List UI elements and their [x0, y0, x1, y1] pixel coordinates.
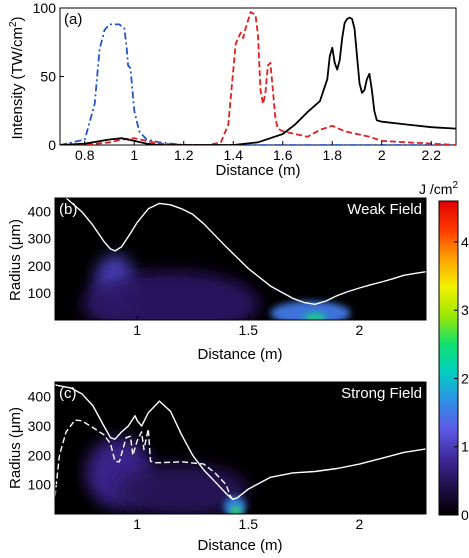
panel-c-radius-line-2: [55, 419, 236, 503]
panel-a-xlabel: Distance (m): [215, 162, 300, 179]
colorbar: 0 1 2 3 4 J /cm2: [419, 180, 469, 523]
panel-a-xtick-label: 1: [130, 147, 138, 163]
panel-b-fluence-region-2: [81, 271, 260, 320]
panel-c-annotation: Strong Field: [341, 385, 422, 402]
panel-c-strong-field-heatmap: 1 1.5 2 100 200 300 400 (c) Strong Field Dist…: [7, 381, 427, 554]
panel-c-ytick-label: 200: [28, 447, 52, 463]
panel-b-weak-field-heatmap: 1 1.5 2 100 200 300 400 (b) Weak Field Distan…: [7, 197, 427, 363]
panel-b-xlabel: Distance (m): [197, 346, 282, 363]
panel-b-ylabel: Radius (μm): [7, 219, 24, 301]
colorbar-tick-label: 1: [461, 439, 469, 455]
panel-b-fluence-region-3: [270, 301, 351, 320]
panel-c-ytick-label: 300: [28, 418, 52, 434]
colorbar-tick-label: 4: [461, 234, 469, 250]
panel-b-annotation: Weak Field: [347, 201, 422, 218]
panel-a-ytick-label: 100: [33, 0, 57, 16]
panel-a-xtick-label: 1.4: [224, 147, 244, 163]
panel-b-xtick-label: 1.5: [239, 322, 259, 338]
panel-a-xtick-label: 1.2: [174, 147, 194, 163]
panel-c-ylabel: Radius (μm): [7, 407, 24, 489]
panel-c-fluence-region-2: [115, 464, 249, 514]
colorbar-tick-label: 0: [461, 507, 469, 523]
panel-c-xtick-label: 1: [133, 516, 141, 532]
panel-b-ytick-label: 200: [28, 258, 52, 274]
panel-c-ytick-label: 100: [28, 477, 52, 493]
panel-a-series-line-1: [60, 23, 456, 145]
panel-c-fluence-region-4: [230, 506, 242, 514]
panel-b-ytick-label: 100: [28, 285, 52, 301]
panel-a-series-line-3: [60, 16, 456, 145]
colorbar-tick-label: 2: [461, 370, 469, 386]
panel-a-xtick-label: 1.6: [273, 147, 293, 163]
panel-a-ytick-label: 0: [48, 137, 56, 153]
panel-b-fluence-region-4: [303, 313, 327, 320]
panel-a-series-line-2: [60, 11, 456, 145]
panel-b-xtick-label: 1: [133, 322, 141, 338]
panel-a-ylabel: Intensity (TW/cm2): [8, 16, 26, 139]
panel-b-ytick-label: 300: [28, 231, 52, 247]
panel-a-intensity-line-chart: 0.8 1 1.2 1.4 1.6 1.8 2 2.2 0 50 100 (a) Distance…: [8, 0, 457, 179]
panel-a-xtick-label: 2: [378, 147, 386, 163]
panel-c-xtick-label: 1.5: [239, 516, 259, 532]
panel-b-ytick-label: 400: [28, 204, 52, 220]
colorbar-unit-label: J /cm2: [419, 180, 458, 197]
panel-c-xtick-label: 2: [355, 516, 363, 532]
panel-c-label: (c): [59, 385, 77, 402]
panel-a-ytick-label: 50: [40, 69, 56, 85]
panel-b-radius-line-1: [65, 198, 426, 305]
panel-a-label: (a): [64, 11, 82, 28]
panel-b-xtick-label: 2: [355, 322, 363, 338]
panel-a-xtick-label: 1.8: [323, 147, 343, 163]
panel-a-xtick-label: 2.2: [422, 147, 442, 163]
panel-c-xlabel: Distance (m): [197, 537, 282, 554]
panel-a-xtick-label: 0.8: [75, 147, 95, 163]
panel-c-ytick-label: 400: [28, 389, 52, 405]
panel-c-radius-line-1: [55, 384, 426, 500]
colorbar-tick-label: 3: [461, 302, 469, 318]
panel-b-label: (b): [59, 201, 77, 218]
